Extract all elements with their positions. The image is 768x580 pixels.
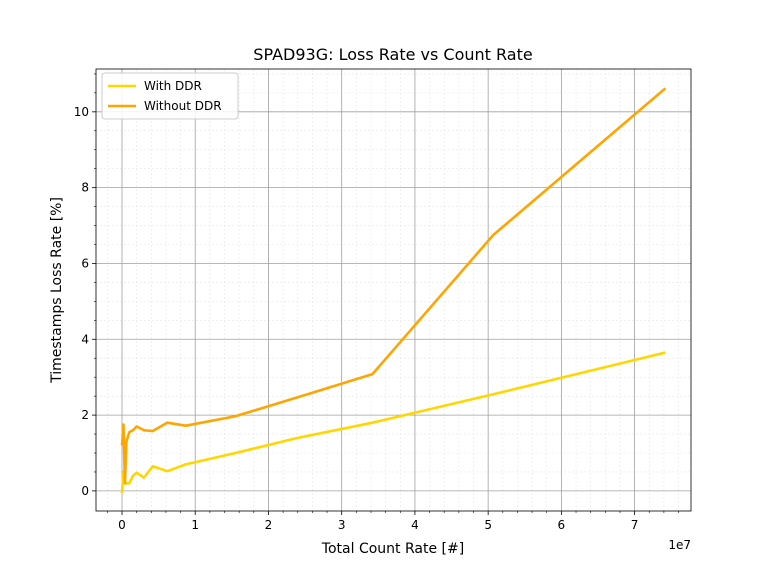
y-tick-label: 0 (81, 484, 89, 498)
x-tick-label: 7 (631, 518, 639, 532)
x-tick-label: 4 (411, 518, 419, 532)
x-tick-label: 2 (265, 518, 273, 532)
y-tick-label: 2 (81, 408, 89, 422)
legend-label: With DDR (144, 79, 202, 93)
plot-frame (95, 68, 692, 512)
chart-title: SPAD93G: Loss Rate vs Count Rate (253, 45, 532, 64)
series-line (120, 87, 667, 485)
x-axis-label: Total Count Rate [#] (321, 541, 464, 557)
x-tick-label: 1 (191, 518, 199, 532)
x-tick-label: 6 (558, 518, 566, 532)
y-tick-label: 8 (81, 181, 89, 195)
legend-label: Without DDR (144, 99, 222, 113)
legend: With DDR Without DDR (101, 72, 239, 120)
x-tick-label: 3 (338, 518, 346, 532)
x-tick-label: 0 (118, 518, 126, 532)
y-tick-label: 6 (81, 256, 89, 270)
y-tick-label: 10 (74, 105, 89, 119)
legend-box (101, 72, 239, 120)
x-offset-label: 1e7 (668, 538, 691, 552)
y-tick-label: 4 (81, 332, 89, 346)
x-tick-label: 5 (484, 518, 492, 532)
y-axis-label: Timestamps Loss Rate [%] (49, 197, 65, 384)
